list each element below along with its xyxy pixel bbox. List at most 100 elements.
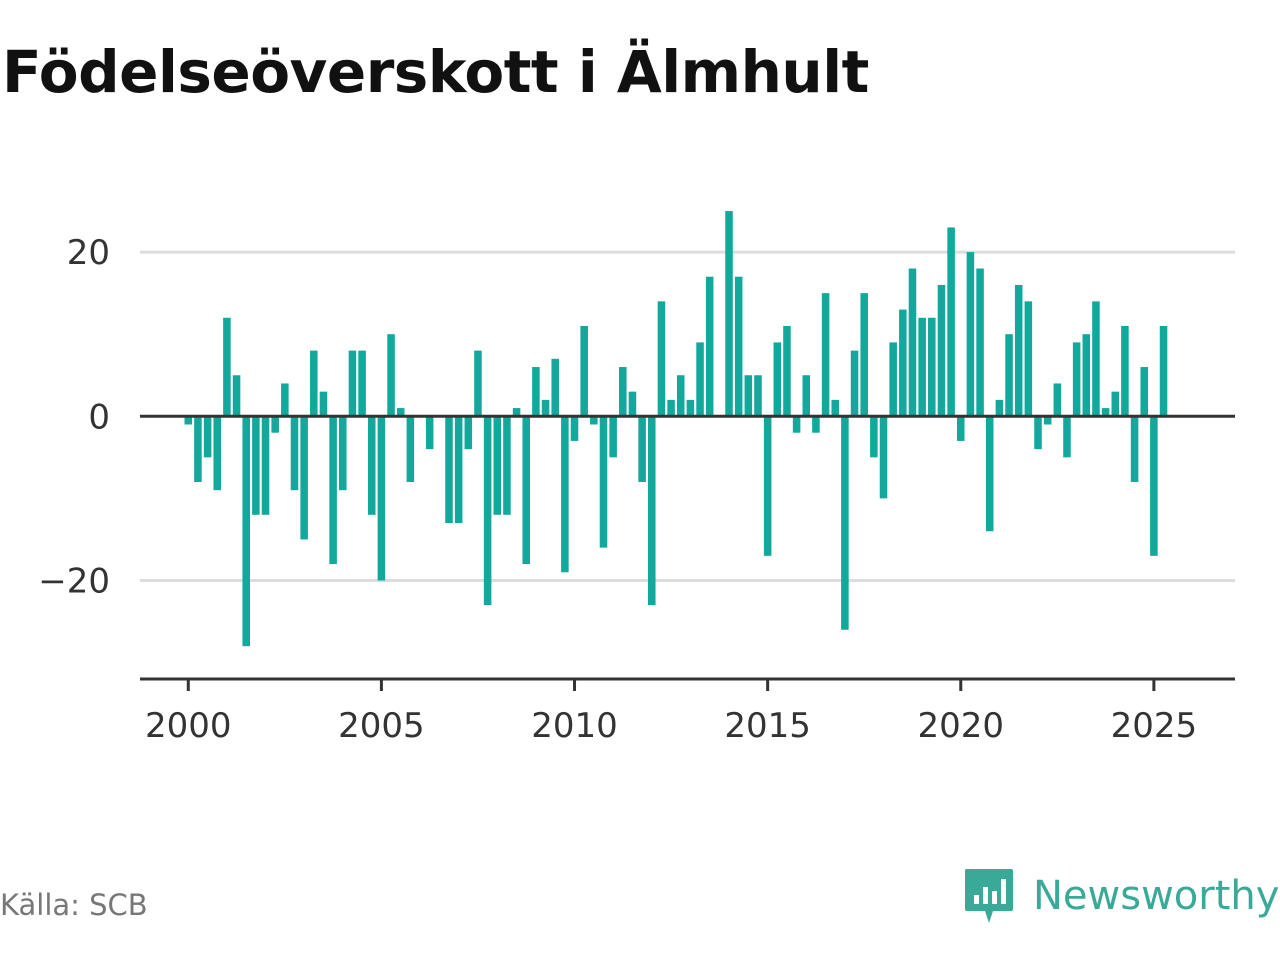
y-tick-label: 0 [88,397,110,437]
tick-labels: −20 0 20 2000 2005 2010 2015 2020 2025 [38,233,1197,746]
bar [242,416,250,647]
bar [831,399,840,417]
bar [889,342,897,417]
bar [232,375,241,417]
bar [213,416,222,491]
bar [879,416,888,499]
bar [194,416,202,482]
bar [522,416,531,565]
bar [310,350,318,417]
source-note: Källa: SCB [0,888,148,922]
bar [290,416,299,491]
bar [561,416,569,573]
bar [1092,301,1100,417]
bar [377,416,386,581]
bar [792,416,801,433]
grid-lines [140,250,1235,582]
bar [1034,416,1042,450]
bar [648,416,656,606]
bar [454,416,463,524]
bar [483,416,492,606]
brand-name: Newsworthy [1033,873,1280,919]
bar [503,416,511,515]
bar [319,391,328,417]
bar [493,416,502,515]
bar [474,350,482,417]
bar [976,268,984,417]
bar [783,325,791,417]
bar [570,416,579,441]
bar [406,416,415,482]
bar [918,317,926,417]
bar [1101,408,1110,417]
axes [140,414,1235,691]
bar [850,350,859,417]
y-tick-label: −20 [38,561,110,601]
bar [464,416,473,450]
bar [638,416,646,482]
bar [725,211,733,417]
bars [184,211,1168,647]
bar [329,416,337,565]
x-tick-label: 2025 [1111,706,1198,746]
newsworthy-logo-icon [965,869,1013,923]
bar [696,342,704,417]
bar [1014,284,1023,417]
chart-title: Födelseöverskott i Älmhult [2,38,869,106]
bar [261,416,270,515]
bar [821,293,830,417]
bar [1121,325,1129,417]
bar [1082,334,1091,417]
y-tick-label: 20 [67,233,110,273]
bar [445,416,453,524]
bar [281,383,289,417]
brand-logo[interactable]: Newsworthy [963,864,1279,928]
bar [734,276,743,417]
bar [870,416,878,458]
bar [841,416,849,630]
bar [928,317,936,417]
bar [860,293,868,417]
bar [223,317,231,417]
bar [184,416,193,425]
bar [995,399,1004,417]
bar [937,284,946,417]
bar [1005,334,1013,417]
bar [1024,301,1033,417]
bar [1150,416,1158,556]
bar [300,416,308,540]
bar [1053,383,1062,417]
bar [686,399,695,417]
bar [705,276,714,417]
bar [1063,416,1071,458]
bar [396,408,405,417]
bar [1111,391,1120,417]
x-tick-label: 2020 [918,706,1005,746]
bar [754,375,762,417]
bar [339,416,347,491]
bar [1159,325,1168,417]
bar [551,358,559,417]
bar [1072,342,1081,417]
bar [957,416,965,441]
bar [1130,416,1139,482]
bar [966,252,975,417]
bar [676,375,685,417]
bar [773,342,782,417]
bar [1043,416,1052,425]
bar [425,416,434,450]
bar [908,268,917,417]
bar [271,416,279,433]
x-tick-label: 2010 [531,706,618,746]
x-tick-label: 2005 [338,706,425,746]
bar [985,416,994,532]
bar [580,325,588,417]
bar [387,334,395,417]
bar [590,416,598,425]
bar [802,375,811,417]
bar [367,416,376,515]
bar [619,367,627,417]
bar [348,350,357,417]
bar [657,301,666,417]
